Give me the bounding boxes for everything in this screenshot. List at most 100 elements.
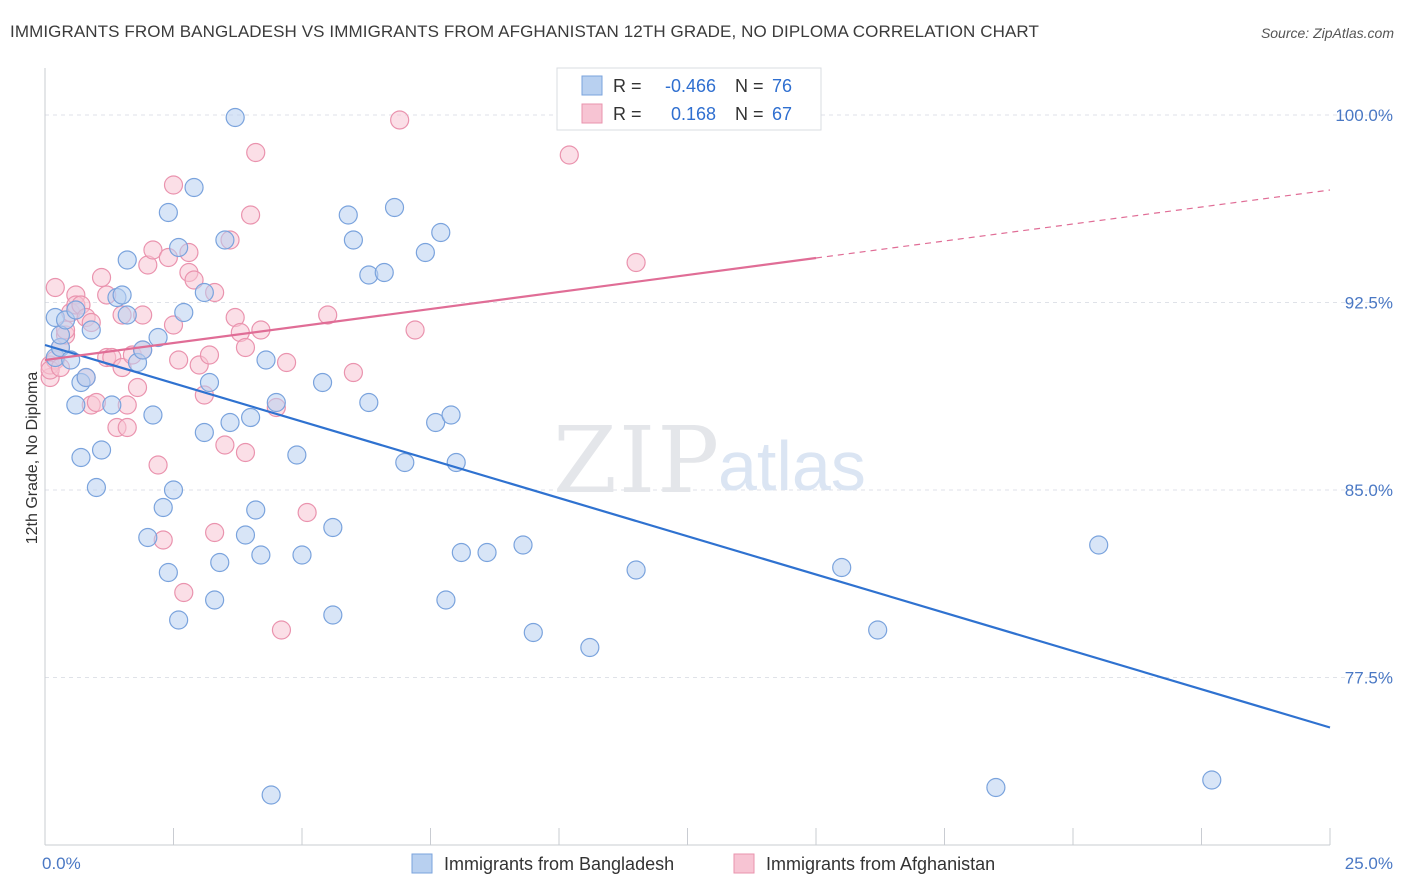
bangladesh-point <box>199 372 220 393</box>
afghanistan-points <box>40 110 646 640</box>
bangladesh-point <box>1202 770 1222 790</box>
afghanistan-point <box>626 252 646 273</box>
afghanistan-point <box>559 145 579 165</box>
legend-n-value-2: 67 <box>772 104 792 124</box>
bangladesh-point <box>323 517 343 538</box>
legend-n-value-1: 76 <box>772 76 792 96</box>
bangladesh-point <box>415 242 435 263</box>
bangladesh-point <box>451 542 471 563</box>
watermark-zip: ZIP <box>553 407 721 514</box>
trendlines <box>44 189 1331 729</box>
afghanistan-point <box>174 582 194 603</box>
bangladesh-point <box>1089 535 1109 555</box>
bangladesh-point <box>194 422 214 443</box>
bangladesh-point <box>312 372 333 393</box>
afghanistan-point <box>246 142 266 163</box>
bangladesh-point <box>287 445 307 465</box>
afghanistan-point <box>127 377 148 398</box>
afghanistan-point <box>117 417 137 438</box>
afghanistan-point <box>235 442 256 463</box>
y-tick-label: 77.5% <box>1345 669 1393 688</box>
bangladesh-point <box>158 562 178 583</box>
x-tick-labels: 0.0% 25.0% <box>42 854 1393 873</box>
afghanistan-trendline-projection <box>815 189 1331 259</box>
bangladesh-trendline <box>44 343 1331 729</box>
bangladesh-point <box>441 405 461 425</box>
bangladesh-point <box>359 392 379 413</box>
bangladesh-point <box>256 350 276 370</box>
afghanistan-point <box>45 277 65 298</box>
bangladesh-point <box>261 785 281 805</box>
bangladesh-point <box>832 557 852 578</box>
afghanistan-point <box>163 175 184 195</box>
afghanistan-point <box>405 320 425 340</box>
gridlines <box>45 114 1390 678</box>
bangladesh-point <box>323 605 343 625</box>
bangladesh-point <box>153 497 173 518</box>
bangladesh-point <box>436 590 456 610</box>
x-tick-label: 0.0% <box>42 854 81 873</box>
bangladesh-point <box>184 177 204 198</box>
bangladesh-point <box>626 560 646 580</box>
source-credit: Source: ZipAtlas.com <box>1260 25 1394 41</box>
y-axis-title: 12th Grade, No Diploma <box>24 372 41 545</box>
afghanistan-point <box>91 267 112 288</box>
bangladesh-point <box>220 412 240 433</box>
bangladesh-point <box>112 285 132 305</box>
afghanistan-trendline <box>44 256 817 362</box>
y-tick-label: 92.5% <box>1345 294 1393 313</box>
afghanistan-point <box>297 502 317 523</box>
afghanistan-point <box>271 620 292 640</box>
afghanistan-point <box>318 305 338 325</box>
bangladesh-point <box>580 637 600 658</box>
y-tick-labels: 77.5% 85.0% 92.5% 100.0% <box>1335 106 1393 688</box>
bangladesh-point <box>374 262 394 283</box>
bangladesh-point <box>868 620 888 640</box>
legend-swatch-afghanistan <box>581 103 603 124</box>
bangladesh-point <box>194 282 214 303</box>
watermark-atlas: atlas <box>718 427 866 505</box>
axes <box>44 68 1331 846</box>
afghanistan-point <box>215 435 235 455</box>
bangladesh-point <box>86 477 107 498</box>
bangladesh-point <box>143 405 163 425</box>
bangladesh-point <box>338 205 358 225</box>
afghanistan-point <box>199 345 220 365</box>
bangladesh-point <box>205 590 225 610</box>
bangladesh-point <box>81 320 101 340</box>
legend-r-value-1: -0.466 <box>665 76 716 96</box>
afghanistan-point <box>390 110 410 130</box>
series-legend: Immigrants from Bangladesh Immigrants fr… <box>411 853 995 874</box>
bangladesh-point <box>225 107 245 128</box>
bangladesh-point <box>66 395 86 415</box>
bangladesh-point <box>174 302 194 323</box>
bangladesh-point <box>158 202 178 223</box>
bangladesh-point <box>251 545 271 565</box>
legend-n-label-2: N = <box>735 104 764 124</box>
x-tick-label: 25.0% <box>1345 854 1393 873</box>
bangladesh-point <box>102 395 122 415</box>
afghanistan-point <box>205 522 225 543</box>
bangladesh-point <box>426 412 446 433</box>
afghanistan-point <box>235 337 256 358</box>
bangladesh-point <box>523 622 543 643</box>
afghanistan-point <box>143 240 163 260</box>
bottom-legend-label-bangladesh: Immigrants from Bangladesh <box>444 854 674 874</box>
legend-r-label-1: R = <box>613 76 642 96</box>
bangladesh-point <box>241 407 261 428</box>
legend-swatch-bangladesh <box>581 75 603 96</box>
bangladesh-point <box>76 367 96 388</box>
bangladesh-point <box>513 535 533 555</box>
bottom-legend-label-afghanistan: Immigrants from Afghanistan <box>766 854 995 874</box>
bangladesh-point <box>477 542 497 563</box>
afghanistan-point <box>169 350 189 370</box>
bottom-legend-swatch-afghanistan <box>733 853 755 874</box>
bangladesh-point <box>66 300 86 320</box>
bangladesh-point <box>148 327 168 348</box>
bottom-legend-swatch-bangladesh <box>411 853 433 874</box>
afghanistan-point <box>276 352 297 373</box>
bangladesh-point <box>71 447 91 468</box>
legend-r-label-2: R = <box>613 104 642 124</box>
bangladesh-point <box>117 305 137 325</box>
bangladesh-point <box>246 500 266 520</box>
